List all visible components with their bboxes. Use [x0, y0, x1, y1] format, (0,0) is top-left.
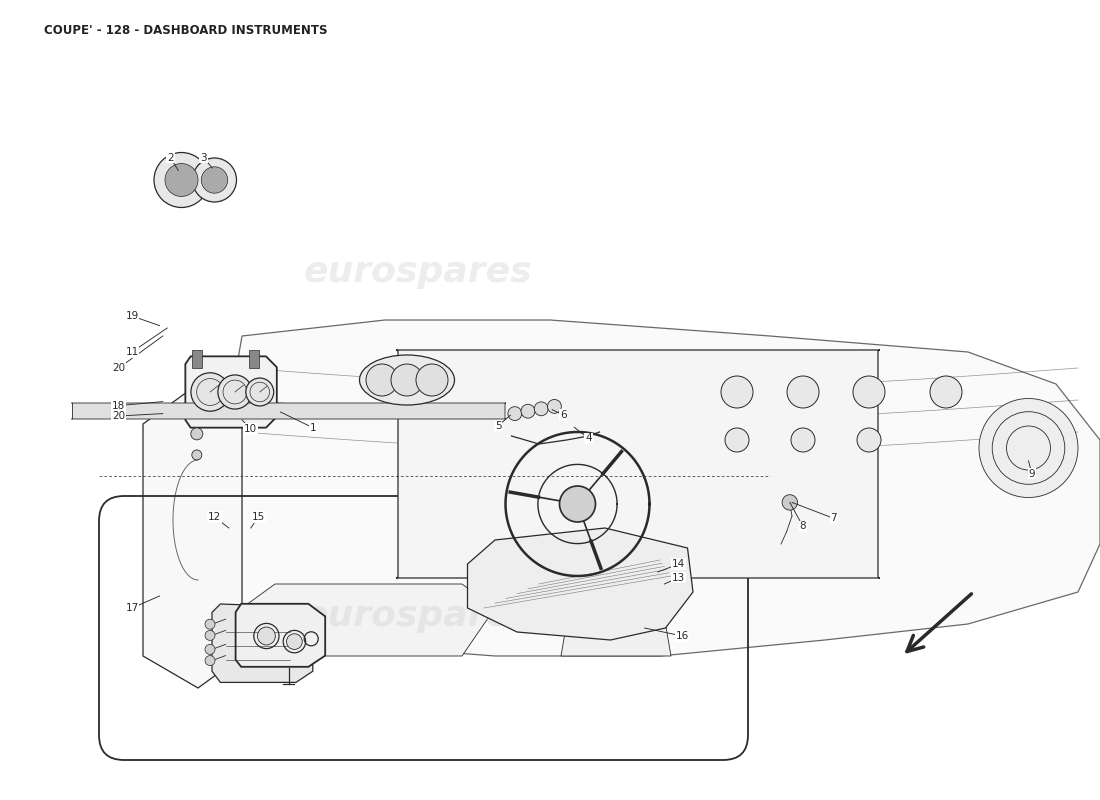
- Polygon shape: [143, 384, 242, 688]
- Circle shape: [720, 376, 754, 408]
- Polygon shape: [185, 356, 277, 428]
- Polygon shape: [561, 440, 671, 656]
- Circle shape: [165, 163, 198, 197]
- Circle shape: [205, 645, 214, 654]
- Text: 8: 8: [800, 522, 806, 531]
- Text: eurospares: eurospares: [304, 255, 532, 289]
- Circle shape: [857, 428, 881, 452]
- Circle shape: [218, 375, 252, 409]
- Circle shape: [548, 399, 561, 414]
- Text: 19: 19: [125, 311, 139, 321]
- Circle shape: [852, 376, 886, 408]
- Polygon shape: [198, 320, 1100, 656]
- Text: eurospares: eurospares: [304, 599, 532, 633]
- Polygon shape: [212, 604, 312, 682]
- Circle shape: [521, 404, 535, 418]
- Circle shape: [390, 364, 424, 396]
- Text: 6: 6: [560, 410, 566, 420]
- Circle shape: [560, 486, 595, 522]
- Circle shape: [508, 406, 521, 421]
- Text: 18: 18: [112, 401, 125, 410]
- Circle shape: [930, 376, 962, 408]
- Text: 4: 4: [585, 434, 592, 443]
- Circle shape: [191, 450, 201, 460]
- Bar: [191, 350, 201, 368]
- Circle shape: [205, 656, 214, 666]
- Circle shape: [979, 398, 1078, 498]
- Text: 13: 13: [672, 573, 685, 582]
- Text: 17: 17: [125, 603, 139, 613]
- Text: 14: 14: [672, 559, 685, 569]
- Circle shape: [205, 630, 214, 640]
- Circle shape: [366, 364, 398, 396]
- Bar: [249, 350, 258, 368]
- Circle shape: [205, 619, 214, 630]
- Text: 7: 7: [830, 514, 837, 523]
- Circle shape: [791, 428, 815, 452]
- Text: 15: 15: [252, 512, 265, 522]
- Polygon shape: [235, 604, 326, 666]
- Circle shape: [1006, 426, 1050, 470]
- FancyBboxPatch shape: [396, 350, 880, 578]
- Text: 3: 3: [200, 153, 207, 162]
- Text: 12: 12: [208, 512, 221, 522]
- Circle shape: [782, 494, 797, 510]
- Circle shape: [992, 412, 1065, 484]
- Circle shape: [725, 428, 749, 452]
- Circle shape: [287, 634, 303, 650]
- Circle shape: [191, 373, 230, 411]
- Text: 2: 2: [167, 153, 174, 162]
- FancyBboxPatch shape: [72, 403, 506, 419]
- Polygon shape: [242, 584, 495, 656]
- Text: 5: 5: [495, 421, 502, 430]
- Text: COUPE' - 128 - DASHBOARD INSTRUMENTS: COUPE' - 128 - DASHBOARD INSTRUMENTS: [44, 24, 328, 37]
- Circle shape: [190, 428, 202, 440]
- Text: 9: 9: [1028, 469, 1035, 478]
- Text: 16: 16: [675, 631, 689, 641]
- Circle shape: [245, 378, 274, 406]
- Circle shape: [786, 376, 820, 408]
- Circle shape: [192, 158, 236, 202]
- Circle shape: [416, 364, 448, 396]
- Circle shape: [535, 402, 548, 416]
- Text: 10: 10: [244, 424, 257, 434]
- Text: 1: 1: [310, 423, 317, 433]
- Circle shape: [201, 166, 228, 194]
- Text: 11: 11: [125, 347, 139, 357]
- Polygon shape: [468, 528, 693, 640]
- Text: 20: 20: [112, 411, 125, 421]
- Circle shape: [257, 627, 275, 645]
- Text: 20: 20: [112, 363, 125, 373]
- Ellipse shape: [360, 355, 454, 405]
- Circle shape: [154, 153, 209, 207]
